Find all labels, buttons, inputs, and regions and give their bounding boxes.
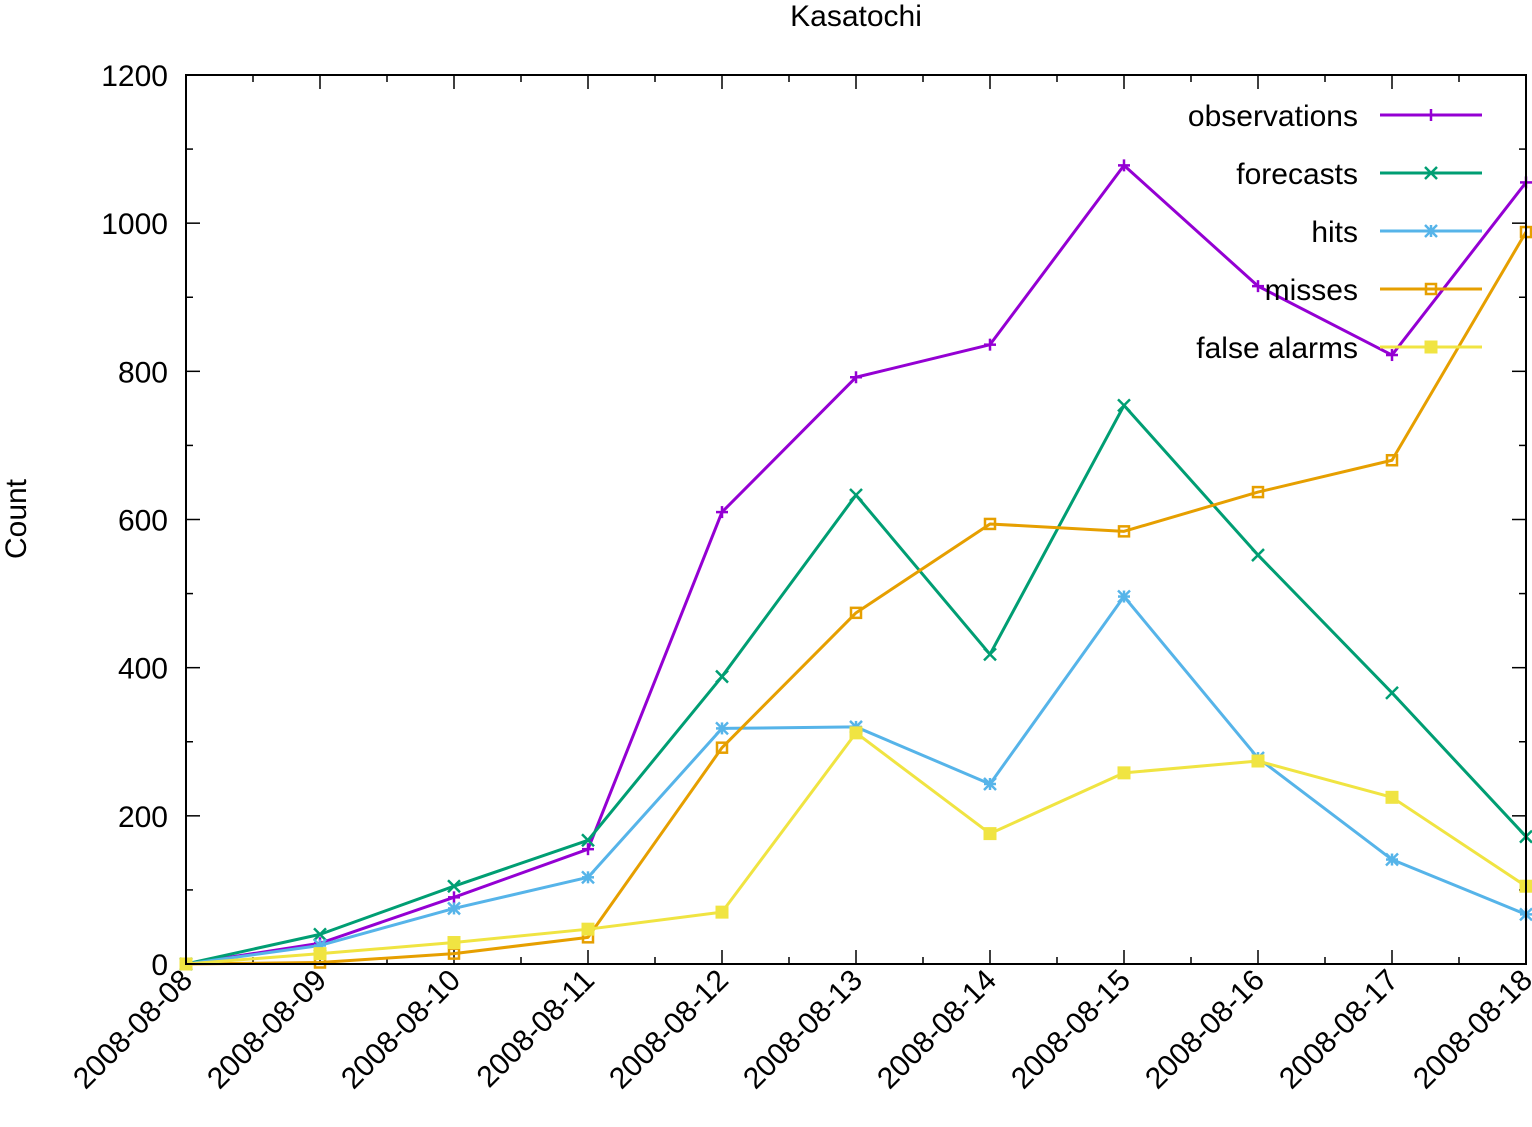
x-tick-label: 2008-08-11 xyxy=(471,964,601,1094)
y-tick-label: 0 xyxy=(151,949,168,982)
legend: observations forecasts hits misses false ala… xyxy=(1188,100,1482,365)
data-point xyxy=(1424,340,1438,354)
data-point xyxy=(716,506,728,519)
series-false-alarms xyxy=(179,726,1532,971)
x-tick-label: 2008-08-13 xyxy=(737,964,869,1096)
data-point xyxy=(715,905,729,919)
data-point xyxy=(1251,548,1265,562)
y-tick-label: 800 xyxy=(118,356,168,389)
x-tick-label: 2008-08-17 xyxy=(1273,964,1405,1096)
legend-label: forecasts xyxy=(1236,158,1358,191)
legend-label: hits xyxy=(1311,216,1358,249)
y-tick-label: 400 xyxy=(118,653,168,686)
y-tick-label: 200 xyxy=(118,801,168,834)
data-point xyxy=(447,879,461,894)
x-tick-label: 2008-08-16 xyxy=(1139,964,1271,1096)
legend-item: hits xyxy=(1311,216,1482,249)
data-point xyxy=(1117,766,1131,780)
series-line xyxy=(185,403,1528,966)
data-point xyxy=(1385,852,1399,867)
data-point xyxy=(1251,754,1265,768)
data-point xyxy=(849,726,863,740)
data-point xyxy=(581,922,595,936)
data-point xyxy=(1385,453,1399,467)
series-line xyxy=(185,231,1528,966)
series-forecasts xyxy=(179,398,1532,971)
y-tick-label: 1200 xyxy=(101,60,168,93)
data-point xyxy=(447,936,461,950)
data-point xyxy=(983,647,997,662)
data-point xyxy=(850,371,862,384)
data-point xyxy=(1424,224,1438,238)
data-point xyxy=(1117,398,1131,413)
data-point xyxy=(1425,109,1437,121)
data-point xyxy=(983,827,997,841)
chart-title: Kasatochi xyxy=(790,0,922,33)
data-point xyxy=(849,488,863,502)
legend-label: false alarms xyxy=(1196,332,1358,365)
data-point xyxy=(715,741,729,754)
x-tick-label: 2008-08-10 xyxy=(335,964,467,1096)
data-point xyxy=(984,338,996,351)
legend-item: forecasts xyxy=(1236,158,1482,191)
data-point xyxy=(1386,349,1398,362)
data-point xyxy=(1385,685,1399,700)
data-point xyxy=(1385,790,1399,804)
y-axis-label: Count xyxy=(0,478,33,559)
data-point xyxy=(715,721,729,736)
x-tick-label: 2008-08-09 xyxy=(201,964,333,1096)
data-point xyxy=(313,927,327,942)
data-point xyxy=(1251,485,1265,499)
data-point xyxy=(582,843,594,856)
legend-item: observations xyxy=(1188,100,1482,133)
data-point xyxy=(447,901,461,916)
data-point xyxy=(1117,589,1131,604)
data-point xyxy=(313,947,327,961)
plot-frame xyxy=(185,74,1527,965)
axis-ticks xyxy=(185,74,1527,965)
data-point xyxy=(448,891,460,904)
x-tick-label: 2008-08-14 xyxy=(871,964,1003,1096)
y-tick-label: 1000 xyxy=(101,208,168,241)
data-point xyxy=(983,517,997,531)
data-point xyxy=(715,669,729,684)
legend-item: misses xyxy=(1265,274,1482,307)
legend-item: false alarms xyxy=(1196,332,1482,365)
legend-label: misses xyxy=(1265,274,1358,307)
data-point xyxy=(849,606,863,620)
data-point xyxy=(1118,159,1130,172)
x-tick-label: 2008-08-18 xyxy=(1407,964,1532,1096)
data-point xyxy=(1424,166,1438,180)
data-point xyxy=(1252,280,1264,293)
data-point xyxy=(1117,525,1131,538)
data-point xyxy=(1424,282,1438,296)
data-point xyxy=(581,833,595,848)
data-point xyxy=(581,870,595,885)
y-tick-label: 600 xyxy=(118,505,168,538)
data-point xyxy=(983,777,997,791)
series-line xyxy=(185,731,1527,966)
x-tick-label: 2008-08-12 xyxy=(603,964,735,1096)
x-tick-label: 2008-08-15 xyxy=(1005,964,1137,1096)
x-tick-label: 2008-08-08 xyxy=(67,964,199,1096)
legend-label: observations xyxy=(1188,100,1358,133)
